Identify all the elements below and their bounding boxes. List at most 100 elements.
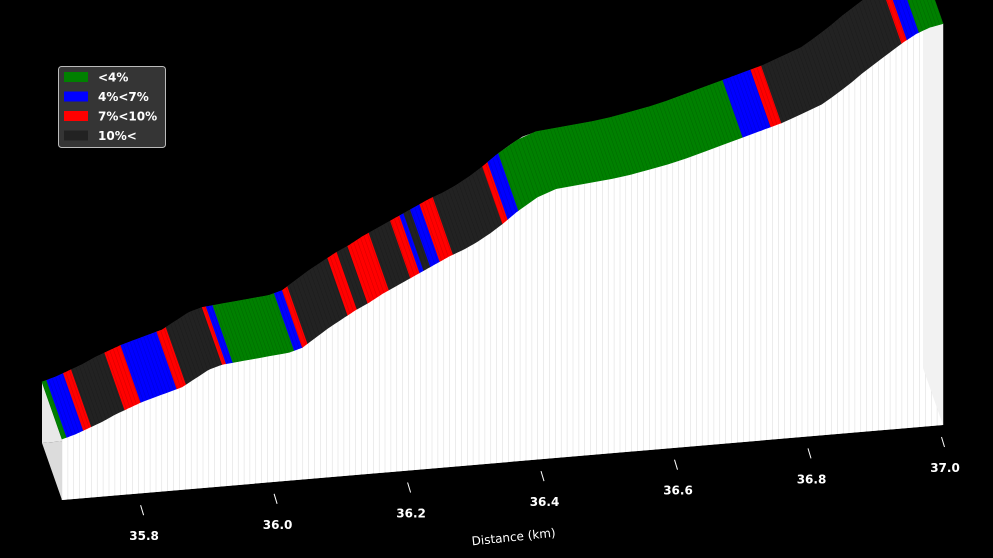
legend-entry-label: 7%<10% bbox=[98, 110, 157, 124]
band-hatch-line bbox=[126, 342, 147, 401]
band-hatch-line bbox=[411, 209, 432, 267]
band-hatch-line bbox=[844, 13, 866, 71]
band-hatch-line bbox=[502, 150, 524, 208]
band-hatch-line bbox=[668, 100, 690, 158]
band-hatch-line bbox=[194, 310, 215, 368]
band-hatch-line bbox=[814, 37, 835, 95]
band-hatch-line bbox=[641, 108, 663, 166]
legend-entry-label: 4%<7% bbox=[98, 90, 149, 104]
band-hatch-line bbox=[529, 133, 551, 191]
band-hatch-line bbox=[373, 230, 395, 288]
band-hatch-line bbox=[278, 291, 300, 349]
band-hatch-line bbox=[526, 135, 547, 193]
band-hatch-line bbox=[184, 315, 205, 373]
band-hatch-line bbox=[573, 124, 595, 182]
band-hatch-line bbox=[248, 298, 269, 357]
gradient-band bbox=[41, 0, 944, 440]
band-hatch-line bbox=[831, 24, 852, 83]
band-hatch-line bbox=[627, 112, 649, 170]
side-wall-surface bbox=[923, 0, 943, 425]
band-hatch-line bbox=[129, 341, 151, 399]
x-tick-label: 36.4 bbox=[530, 495, 560, 509]
band-hatch-line bbox=[214, 305, 236, 363]
profile-front-fill bbox=[61, 0, 944, 500]
band-hatch-line bbox=[329, 256, 351, 314]
band-hatch-line bbox=[211, 305, 232, 363]
x-tick-mark bbox=[540, 470, 545, 482]
band-hatch-line bbox=[763, 64, 784, 122]
band-hatch-line bbox=[343, 248, 364, 306]
band-hatch-line bbox=[434, 196, 456, 254]
band-hatch-line bbox=[72, 369, 93, 427]
gradient-segment bbox=[761, 0, 902, 124]
band-hatch-line bbox=[245, 299, 266, 357]
band-hatch-line bbox=[702, 87, 724, 145]
band-hatch-line bbox=[756, 67, 778, 125]
band-hatch-line bbox=[878, 0, 896, 48]
band-hatch-line bbox=[92, 358, 114, 416]
band-hatch-line bbox=[397, 216, 419, 274]
band-hatch-line bbox=[360, 237, 381, 295]
band-hatch-line bbox=[736, 75, 757, 133]
band-hatch-line bbox=[604, 119, 625, 177]
band-hatch-line bbox=[238, 300, 259, 358]
band-hatch-line bbox=[533, 132, 554, 190]
band-hatch-line bbox=[472, 174, 493, 232]
band-hatch-line bbox=[41, 381, 63, 440]
band-hatch-line bbox=[583, 122, 605, 181]
x-tick-label: 35.8 bbox=[129, 529, 159, 543]
band-hatch-line bbox=[322, 260, 344, 319]
band-hatch-line bbox=[346, 246, 368, 304]
band-hatch-line bbox=[644, 107, 666, 165]
band-hatch-line bbox=[75, 367, 97, 425]
band-hatch-line bbox=[848, 11, 869, 69]
band-hatch-line bbox=[258, 297, 280, 355]
band-hatch-line bbox=[509, 145, 530, 203]
band-hatch-line bbox=[363, 235, 385, 293]
band-hatch-line bbox=[516, 140, 537, 198]
band-hatch-line bbox=[394, 218, 415, 276]
band-hatch-line bbox=[911, 0, 923, 31]
band-hatch-line bbox=[431, 197, 452, 256]
legend-entry-label: 10%< bbox=[98, 129, 137, 143]
band-hatch-line bbox=[143, 336, 164, 394]
band-hatch-line bbox=[272, 294, 293, 352]
x-tick-label: 36.6 bbox=[663, 484, 693, 498]
x-tick-label: 36.0 bbox=[263, 518, 293, 532]
band-hatch-line bbox=[156, 331, 178, 389]
band-hatch-line bbox=[289, 285, 310, 343]
band-hatch-line bbox=[146, 335, 168, 393]
band-hatch-line bbox=[197, 308, 219, 367]
band-hatch-line bbox=[261, 296, 283, 354]
band-hatch-line bbox=[895, 0, 910, 39]
band-hatch-line bbox=[478, 169, 500, 227]
band-hatch-line bbox=[732, 76, 754, 134]
band-hatch-line bbox=[505, 147, 527, 205]
x-tick-label: 36.2 bbox=[396, 507, 426, 521]
band-hatch-line bbox=[563, 126, 585, 184]
band-hatch-line bbox=[804, 45, 825, 103]
band-hatch-line bbox=[299, 277, 320, 335]
x-tick-mark bbox=[807, 448, 812, 459]
band-hatch-line bbox=[82, 364, 103, 422]
band-hatch-line bbox=[444, 191, 466, 249]
band-hatch-line bbox=[465, 179, 486, 237]
band-hatch-line bbox=[482, 166, 503, 224]
band-hatch-line bbox=[838, 19, 859, 77]
band-hatch-line bbox=[899, 0, 913, 37]
band-hatch-line bbox=[292, 282, 313, 340]
band-hatch-line bbox=[834, 22, 856, 80]
band-hatch-line bbox=[62, 373, 83, 431]
band-hatch-line bbox=[587, 122, 608, 180]
band-hatch-line bbox=[451, 187, 473, 245]
band-hatch-line bbox=[621, 114, 642, 172]
band-hatch-line bbox=[255, 297, 276, 355]
band-hatch-line bbox=[116, 347, 137, 405]
band-hatch-line bbox=[869, 0, 890, 53]
band-hatch-line bbox=[543, 130, 564, 188]
band-hatch-line bbox=[234, 301, 256, 359]
band-hatch-line bbox=[112, 348, 134, 406]
x-axis: 35.8 36.0 36.2 36.4 36.6 36.8 37.0 bbox=[129, 436, 960, 543]
band-hatch-line bbox=[417, 205, 439, 263]
band-hatch-line bbox=[153, 332, 175, 390]
